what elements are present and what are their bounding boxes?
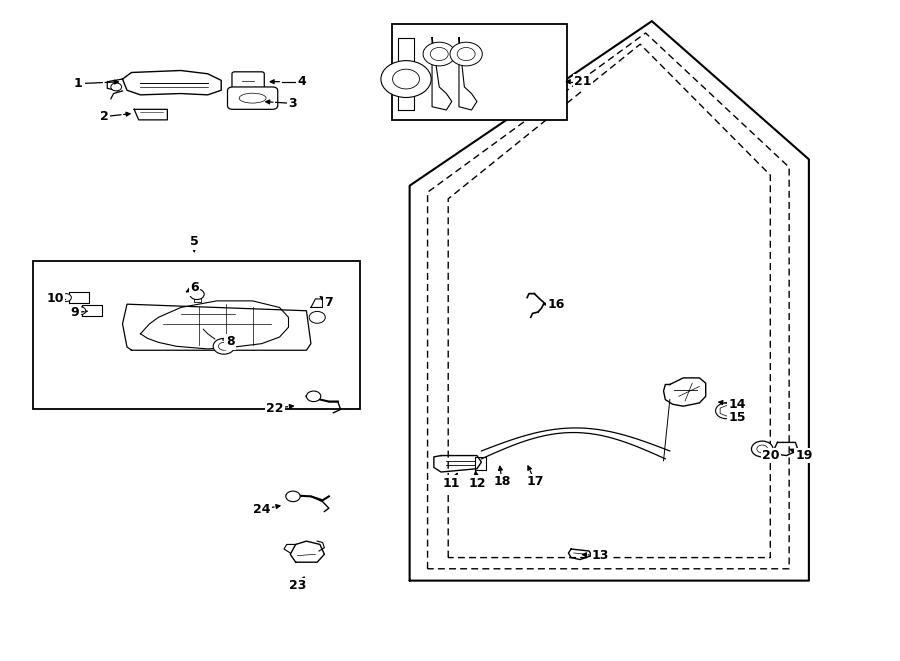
Text: 7: 7 (325, 296, 333, 309)
Circle shape (111, 83, 122, 91)
Circle shape (392, 69, 419, 89)
Circle shape (430, 48, 448, 61)
Text: 23: 23 (289, 580, 306, 592)
Circle shape (309, 311, 325, 323)
Circle shape (752, 441, 773, 457)
Text: 19: 19 (796, 449, 813, 462)
Text: 3: 3 (289, 97, 297, 110)
Text: 9: 9 (70, 306, 79, 319)
Circle shape (450, 42, 482, 66)
Circle shape (213, 338, 235, 354)
Text: 20: 20 (762, 449, 780, 462)
Text: 5: 5 (190, 235, 199, 248)
Ellipse shape (239, 93, 266, 103)
Text: 2: 2 (100, 110, 109, 123)
Bar (32, 261, 360, 409)
Circle shape (286, 491, 301, 502)
Text: 6: 6 (190, 281, 199, 294)
Circle shape (190, 289, 204, 299)
Text: 13: 13 (592, 549, 609, 562)
Circle shape (423, 42, 455, 66)
Circle shape (219, 342, 230, 350)
FancyBboxPatch shape (232, 72, 265, 91)
Text: 10: 10 (47, 292, 64, 305)
Text: 21: 21 (574, 75, 591, 88)
Circle shape (60, 293, 71, 301)
Circle shape (716, 403, 737, 418)
Text: 11: 11 (443, 477, 461, 490)
Text: 1: 1 (73, 77, 82, 90)
Text: 8: 8 (226, 335, 235, 348)
Circle shape (757, 445, 768, 453)
Text: 18: 18 (493, 475, 510, 488)
Circle shape (75, 307, 86, 315)
Text: 22: 22 (266, 402, 284, 414)
Bar (392, 24, 567, 120)
Text: 17: 17 (526, 475, 544, 488)
Text: 12: 12 (468, 477, 486, 490)
Circle shape (457, 48, 475, 61)
Text: 4: 4 (298, 75, 306, 88)
Circle shape (381, 61, 431, 97)
Text: 15: 15 (728, 411, 746, 424)
Circle shape (306, 391, 320, 402)
Text: 14: 14 (728, 398, 746, 410)
Text: 16: 16 (547, 297, 564, 311)
FancyBboxPatch shape (228, 87, 278, 109)
Text: 24: 24 (253, 503, 270, 516)
